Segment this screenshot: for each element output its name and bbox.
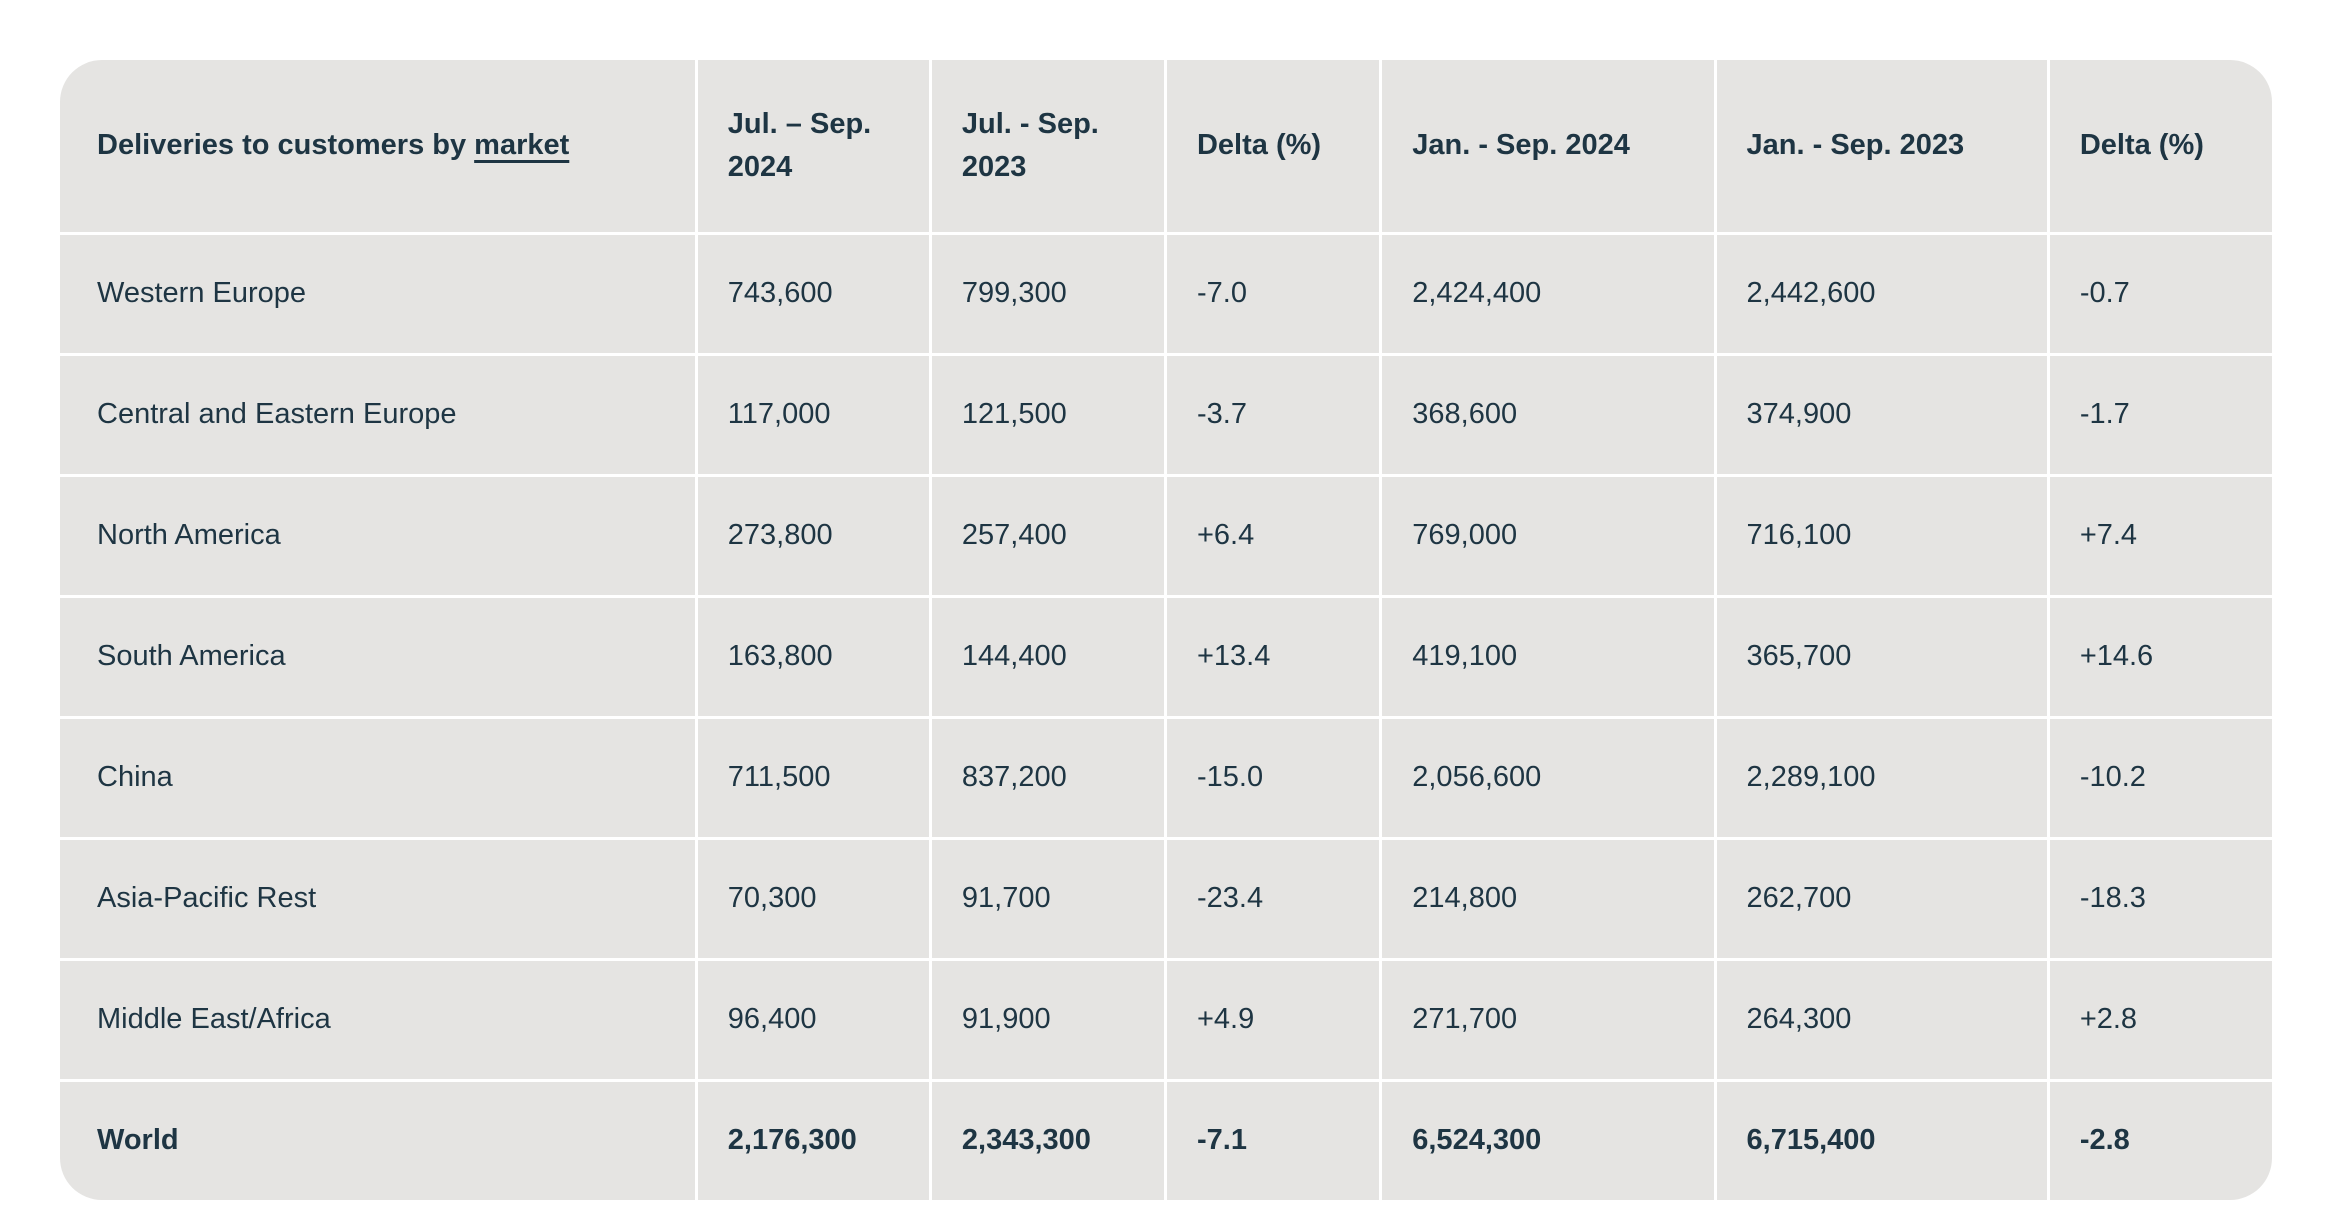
market-cell: Middle East/Africa [60, 961, 695, 1079]
value-cell: 144,400 [931, 598, 1164, 716]
column-header-jul-sep-2024: Jul. – Sep. 2024 [697, 60, 929, 232]
value-cell: -10.2 [2049, 719, 2272, 837]
value-cell: 214,800 [1382, 840, 1714, 958]
value-cell: 273,800 [697, 477, 929, 595]
value-cell: 6,524,300 [1382, 1082, 1714, 1200]
value-cell: 91,700 [931, 840, 1164, 958]
value-cell: 716,100 [1716, 477, 2047, 595]
value-cell: 117,000 [697, 356, 929, 474]
column-header-jan-sep-2024: Jan. - Sep. 2024 [1382, 60, 1714, 232]
value-cell: 2,442,600 [1716, 235, 2047, 353]
column-header-delta-ytd: Delta (%) [2049, 60, 2272, 232]
value-cell: 6,715,400 [1716, 1082, 2047, 1200]
value-cell: 262,700 [1716, 840, 2047, 958]
value-cell: 769,000 [1382, 477, 1714, 595]
value-cell: +13.4 [1166, 598, 1380, 716]
value-cell: 2,424,400 [1382, 235, 1714, 353]
column-header-delta-quarter: Delta (%) [1166, 60, 1380, 232]
market-glossary-link[interactable]: market [474, 129, 570, 162]
market-cell: China [60, 719, 695, 837]
market-cell: Western Europe [60, 235, 695, 353]
value-cell: -15.0 [1166, 719, 1380, 837]
market-cell-world: World [60, 1082, 695, 1200]
value-cell: -7.1 [1166, 1082, 1380, 1200]
value-cell: 365,700 [1716, 598, 2047, 716]
value-cell: 368,600 [1382, 356, 1714, 474]
value-cell: 2,056,600 [1382, 719, 1714, 837]
value-cell: +14.6 [2049, 598, 2272, 716]
value-cell: -1.7 [2049, 356, 2272, 474]
value-cell: 70,300 [697, 840, 929, 958]
value-cell: 163,800 [697, 598, 929, 716]
value-cell: 374,900 [1716, 356, 2047, 474]
value-cell: 96,400 [697, 961, 929, 1079]
value-cell: 121,500 [931, 356, 1164, 474]
value-cell: +2.8 [2049, 961, 2272, 1079]
value-cell: 257,400 [931, 477, 1164, 595]
value-cell: -3.7 [1166, 356, 1380, 474]
value-cell: -2.8 [2049, 1082, 2272, 1200]
deliveries-by-market-table: Deliveries to customers by market Jul. –… [60, 60, 2272, 1200]
value-cell: 837,200 [931, 719, 1164, 837]
column-header-jul-sep-2023: Jul. - Sep. 2023 [931, 60, 1164, 232]
value-cell: -0.7 [2049, 235, 2272, 353]
value-cell: 264,300 [1716, 961, 2047, 1079]
value-cell: 2,176,300 [697, 1082, 929, 1200]
value-cell: 799,300 [931, 235, 1164, 353]
market-cell: Central and Eastern Europe [60, 356, 695, 474]
market-cell: North America [60, 477, 695, 595]
value-cell: 743,600 [697, 235, 929, 353]
column-header-jan-sep-2023: Jan. - Sep. 2023 [1716, 60, 2047, 232]
value-cell: 419,100 [1382, 598, 1714, 716]
value-cell: +6.4 [1166, 477, 1380, 595]
table-title: Deliveries to customers by market [60, 60, 695, 232]
value-cell: +7.4 [2049, 477, 2272, 595]
value-cell: -18.3 [2049, 840, 2272, 958]
value-cell: +4.9 [1166, 961, 1380, 1079]
value-cell: -7.0 [1166, 235, 1380, 353]
value-cell: -23.4 [1166, 840, 1380, 958]
value-cell: 711,500 [697, 719, 929, 837]
market-cell: South America [60, 598, 695, 716]
market-cell: Asia-Pacific Rest [60, 840, 695, 958]
value-cell: 2,289,100 [1716, 719, 2047, 837]
value-cell: 2,343,300 [931, 1082, 1164, 1200]
table-title-text: Deliveries to customers by [97, 129, 475, 162]
value-cell: 91,900 [931, 961, 1164, 1079]
value-cell: 271,700 [1382, 961, 1714, 1079]
